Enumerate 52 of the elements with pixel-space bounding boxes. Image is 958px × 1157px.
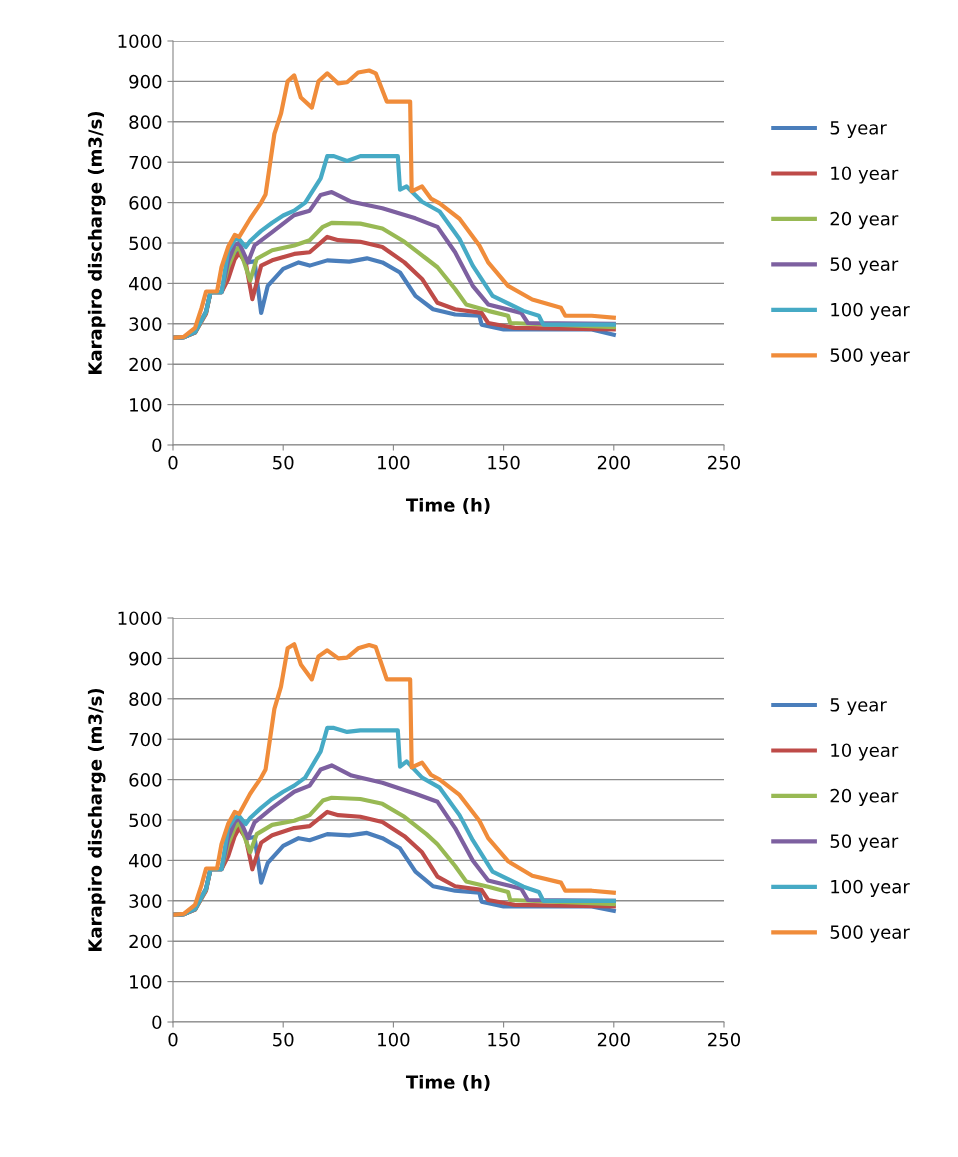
legend-label: 100 year <box>831 302 910 320</box>
legend-label: 500 year <box>830 348 910 366</box>
y-tick-label: 300 <box>129 317 162 331</box>
y-tick-label: 200 <box>129 934 162 949</box>
line-series <box>173 642 616 918</box>
x-axis-title: Time (h) <box>405 1074 490 1091</box>
y-tick-label: 500 <box>129 813 162 828</box>
x-tick-label: 100 <box>378 1032 410 1047</box>
legend-label: 50 year <box>830 834 899 852</box>
y-tick-label: 400 <box>129 853 162 868</box>
y-tick-label: 700 <box>129 155 162 170</box>
y-tick-label: 500 <box>129 236 162 251</box>
y-tick-label: 100 <box>130 398 162 412</box>
legend-label: 5 year <box>830 121 887 139</box>
y-tick-label: 900 <box>129 651 162 666</box>
x-tick-label: 250 <box>708 1032 741 1047</box>
y-tick-label: 300 <box>129 894 162 908</box>
legend-label: 10 year <box>831 743 899 761</box>
legend-label: 20 year <box>830 211 899 230</box>
legend-label: 500 year <box>830 925 910 943</box>
y-axis-title: Karapiro discharge (m3/s) <box>87 111 106 374</box>
x-tick-label: 0 <box>168 1032 178 1047</box>
y-tick-label: 0 <box>152 438 162 453</box>
y-tick-label: 100 <box>130 975 162 989</box>
x-tick-label: 150 <box>488 1032 520 1047</box>
y-tick-label: 200 <box>129 357 162 372</box>
y-tick-label: 800 <box>129 692 162 706</box>
y-tick-label: 1000 <box>118 611 162 626</box>
x-tick-label: 50 <box>273 1032 294 1047</box>
y-tick-label: 700 <box>129 732 162 747</box>
x-tick-label: 100 <box>378 455 410 470</box>
y-axis-title: Karapiro discharge (m3/s) <box>87 688 106 951</box>
line-series <box>173 68 616 341</box>
y-tick-label: 800 <box>129 115 162 129</box>
legend-label: 5 year <box>830 698 887 716</box>
legend-label: 50 year <box>830 257 899 275</box>
y-tick-label: 600 <box>129 196 162 210</box>
x-tick-label: 150 <box>488 455 520 470</box>
x-tick-label: 200 <box>597 455 630 470</box>
x-tick-label: 50 <box>273 455 294 470</box>
y-tick-label: 400 <box>129 276 162 291</box>
y-tick-label: 600 <box>129 773 162 787</box>
x-axis-title: Time (h) <box>405 497 490 514</box>
legend-label: 10 year <box>831 166 899 184</box>
legend-label: 20 year <box>830 788 899 807</box>
y-tick-label: 900 <box>129 74 162 89</box>
x-tick-label: 0 <box>168 455 178 470</box>
legend-label: 100 year <box>831 879 910 897</box>
y-tick-label: 0 <box>152 1015 162 1030</box>
x-tick-label: 200 <box>597 1032 630 1047</box>
x-tick-label: 250 <box>708 455 741 470</box>
y-tick-label: 1000 <box>118 34 162 49</box>
